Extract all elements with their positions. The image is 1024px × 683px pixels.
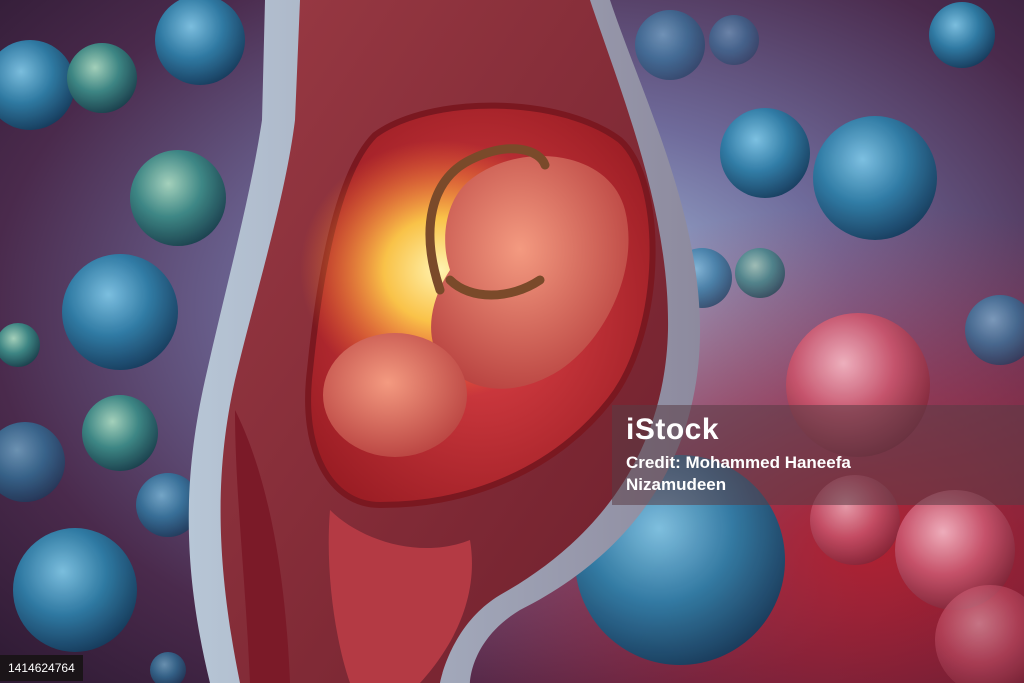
cervix — [328, 510, 472, 683]
cell — [67, 43, 137, 113]
credit-prefix: Credit: — [626, 453, 681, 472]
cell — [136, 473, 200, 537]
cell — [935, 585, 1024, 683]
abdomen-cross-section — [188, 0, 700, 683]
cell — [13, 528, 137, 652]
cell — [735, 248, 785, 298]
cell — [82, 395, 158, 471]
image-id: 1414624764 — [0, 655, 83, 681]
cell — [130, 150, 226, 246]
cell — [720, 108, 810, 198]
cell — [709, 15, 759, 65]
cell — [929, 2, 995, 68]
cell — [62, 254, 178, 370]
cell — [150, 652, 186, 683]
credit-author-first: Mohammed Haneefa — [685, 453, 851, 472]
fetus-head — [323, 333, 467, 457]
cell — [813, 116, 937, 240]
cell — [895, 490, 1015, 610]
credit-line: Credit: Mohammed Haneefa — [626, 453, 851, 473]
cell — [0, 40, 75, 130]
istock-logo: iStock — [626, 413, 720, 446]
cell — [635, 10, 705, 80]
cell — [155, 0, 245, 85]
cell — [0, 323, 40, 367]
credit-author-last: Nizamudeen — [626, 475, 727, 494]
fetus-body — [431, 156, 629, 389]
watermark: iStock Credit: Mohammed Haneefa Nizamude… — [612, 405, 1024, 505]
cell — [0, 422, 65, 502]
vaginal-canal — [235, 410, 290, 683]
umbilical-cord — [425, 144, 550, 300]
cell — [965, 295, 1024, 365]
